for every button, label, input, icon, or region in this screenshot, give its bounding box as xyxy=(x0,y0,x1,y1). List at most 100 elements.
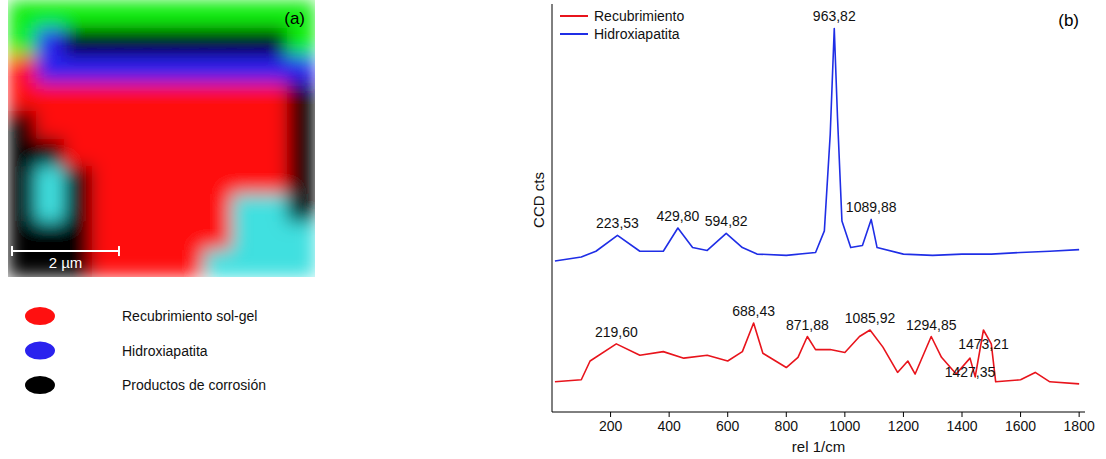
map-cell xyxy=(287,166,315,194)
scale-bar-end xyxy=(11,246,13,256)
x-axis-line xyxy=(552,412,1085,413)
x-tick-label: 1200 xyxy=(888,418,919,434)
map-cell xyxy=(120,222,149,250)
map-cell xyxy=(36,83,65,111)
map-cell xyxy=(175,166,204,194)
legend: RecubrimientoHidroxiapatita xyxy=(560,8,684,42)
map-cell xyxy=(92,111,121,139)
legend-swatch xyxy=(25,376,55,394)
map-cell xyxy=(175,222,204,250)
map-cell xyxy=(231,139,260,167)
map-cell xyxy=(36,28,65,56)
x-tick xyxy=(1079,412,1080,417)
map-cell xyxy=(120,28,149,56)
peak-label: 1085,92 xyxy=(845,310,896,326)
map-cell xyxy=(64,28,93,56)
peak-label: 1089,88 xyxy=(846,199,897,215)
map-cell xyxy=(92,83,121,111)
peak-label: 594,82 xyxy=(705,213,748,229)
spectrum-line xyxy=(555,28,1079,261)
map-cell xyxy=(259,28,288,56)
map-cell xyxy=(120,139,149,167)
x-tick-label: 1000 xyxy=(829,418,860,434)
x-tick-label: 1600 xyxy=(1005,418,1036,434)
x-tick-label: 1400 xyxy=(946,418,977,434)
map-cell xyxy=(175,139,204,167)
map-cell xyxy=(148,222,177,250)
map-cell xyxy=(203,222,232,250)
legend-label: Hidroxiapatita xyxy=(122,343,208,359)
x-tick xyxy=(669,412,670,417)
map-cell xyxy=(92,55,121,83)
map-cell xyxy=(231,111,260,139)
map-cell xyxy=(148,249,177,277)
map-cell xyxy=(120,0,149,28)
map-cell xyxy=(259,83,288,111)
map-cell xyxy=(148,111,177,139)
map-cell xyxy=(92,28,121,56)
figure: (a)2 µmRecubrimiento sol-gelHidroxiapati… xyxy=(0,0,1106,459)
peak-label: 688,43 xyxy=(732,303,775,319)
panel-label: (b) xyxy=(1058,11,1079,30)
x-tick xyxy=(610,412,611,417)
peak-label: 223,53 xyxy=(596,215,639,231)
map-cell xyxy=(8,111,37,139)
scale-bar-end xyxy=(118,246,120,256)
map-cell xyxy=(287,111,315,139)
map-cell xyxy=(64,83,93,111)
map-cell xyxy=(203,0,232,28)
map-cell xyxy=(8,55,37,83)
panel-label: (a) xyxy=(284,9,305,28)
map-cell xyxy=(175,194,204,222)
legend-label: Hidroxiapatita xyxy=(594,26,680,42)
map-cell xyxy=(231,222,260,250)
map-cell xyxy=(175,55,204,83)
map-cell xyxy=(36,139,65,167)
map-cell xyxy=(231,0,260,28)
map-cell xyxy=(259,55,288,83)
x-tick-label: 400 xyxy=(657,418,681,434)
map-cell xyxy=(148,0,177,28)
map-cell xyxy=(259,194,288,222)
scale-bar-label: 2 µm xyxy=(49,254,83,271)
map-cell xyxy=(203,249,232,277)
map-cell xyxy=(8,83,37,111)
scale-bar: 2 µm xyxy=(12,246,119,271)
map-cell xyxy=(36,55,65,83)
map-cell xyxy=(231,166,260,194)
map-cell xyxy=(64,166,93,194)
map-cell xyxy=(8,28,37,56)
map-cell xyxy=(203,194,232,222)
map-cell xyxy=(175,83,204,111)
map-cell xyxy=(259,249,288,277)
axes: 20040060080010001200140016001800 xyxy=(552,4,1095,434)
map-cell xyxy=(120,249,149,277)
peak-label: 429,80 xyxy=(656,208,699,224)
x-tick-label: 1800 xyxy=(1064,418,1095,434)
map-cell xyxy=(92,0,121,28)
map-cell xyxy=(175,28,204,56)
map-cell xyxy=(259,139,288,167)
map-cell xyxy=(259,166,288,194)
x-tick-label: 800 xyxy=(775,418,799,434)
map-cell xyxy=(120,55,149,83)
map-cell xyxy=(287,83,315,111)
map-cell xyxy=(8,194,37,222)
map-cell xyxy=(64,0,93,28)
peak-label: 1427,35 xyxy=(945,364,996,380)
plot-lines xyxy=(555,28,1079,383)
x-tick xyxy=(844,412,845,417)
y-axis-line xyxy=(552,4,553,412)
map-cell xyxy=(8,139,37,167)
map-cells xyxy=(8,0,315,277)
map-cell xyxy=(231,194,260,222)
map-cell xyxy=(64,111,93,139)
map-cell xyxy=(36,194,65,222)
map-cell xyxy=(64,194,93,222)
map-cell xyxy=(175,249,204,277)
map-cell xyxy=(175,111,204,139)
peak-label: 871,88 xyxy=(786,317,829,333)
legend-label: Productos de corrosión xyxy=(122,377,266,393)
peak-label: 219,60 xyxy=(595,324,638,340)
scale-bar-line xyxy=(12,250,119,252)
